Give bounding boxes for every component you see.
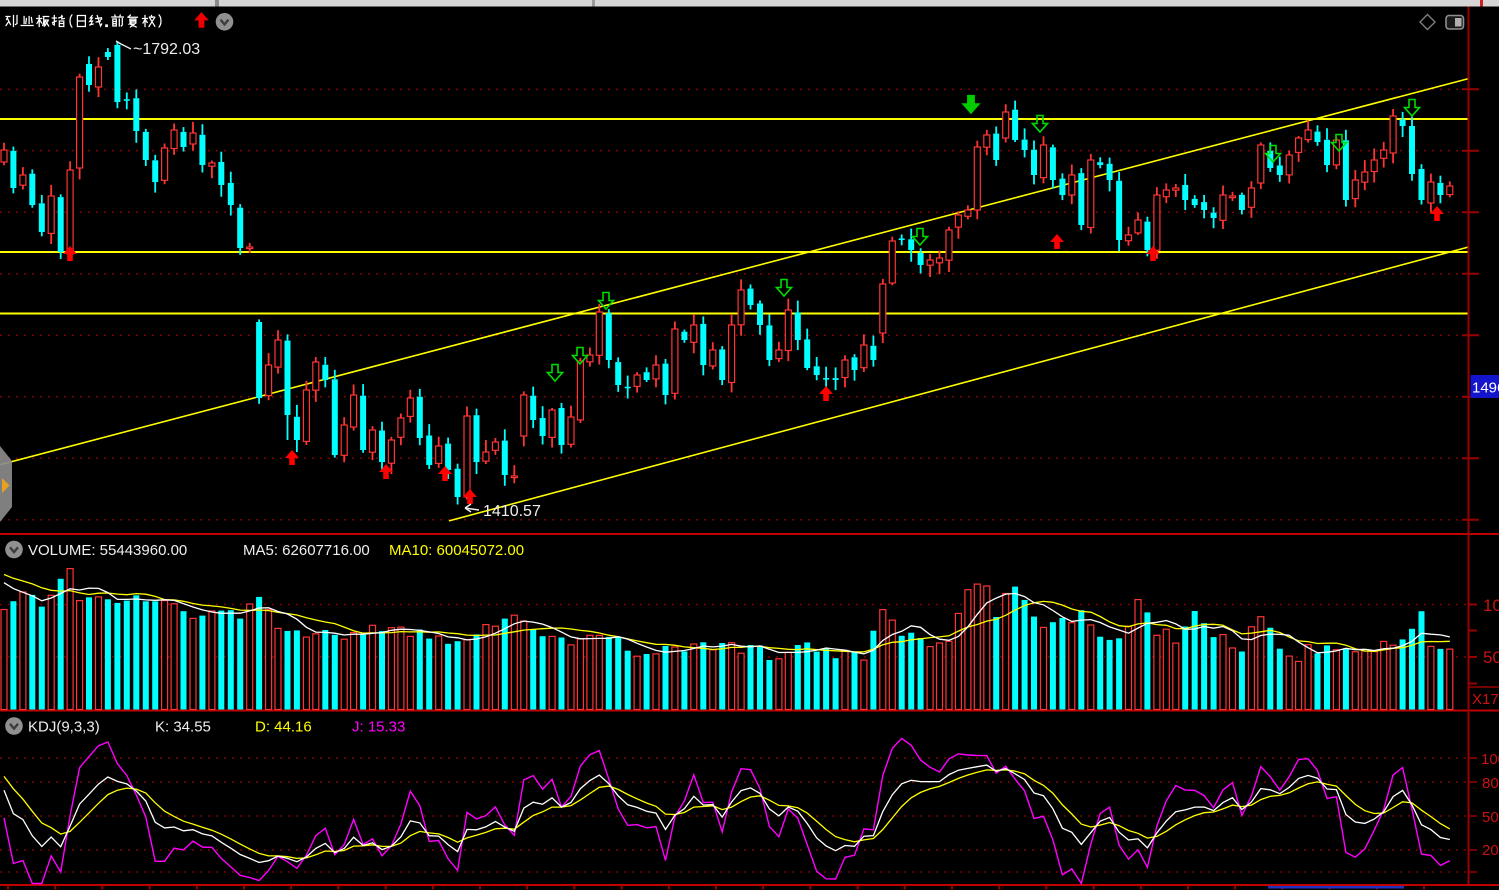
svg-text:100000000: 100000000 [1483, 596, 1499, 615]
svg-text:MA5: 62607716.00: MA5: 62607716.00 [243, 542, 370, 559]
svg-text:50: 50 [1482, 809, 1499, 826]
svg-text:K: 34.55: K: 34.55 [155, 719, 211, 736]
svg-text:1496: 1496 [1472, 380, 1499, 397]
svg-text:1410.57: 1410.57 [483, 503, 541, 520]
svg-text:~1792.03: ~1792.03 [133, 41, 200, 58]
svg-text:D: 44.16: D: 44.16 [255, 719, 312, 736]
svg-text:KDJ(9,3,3): KDJ(9,3,3) [28, 719, 100, 736]
svg-text:20: 20 [1482, 842, 1499, 859]
svg-text:MA10: 60045072.00: MA10: 60045072.00 [389, 542, 524, 559]
svg-text:X17: X17 [1472, 691, 1499, 708]
svg-text:100: 100 [1481, 751, 1499, 768]
svg-text:VOLUME: 55443960.00: VOLUME: 55443960.00 [28, 542, 187, 559]
svg-text:J: 15.33: J: 15.33 [352, 719, 405, 736]
svg-text:80: 80 [1482, 775, 1499, 792]
svg-text:50000000: 50000000 [1483, 648, 1499, 667]
